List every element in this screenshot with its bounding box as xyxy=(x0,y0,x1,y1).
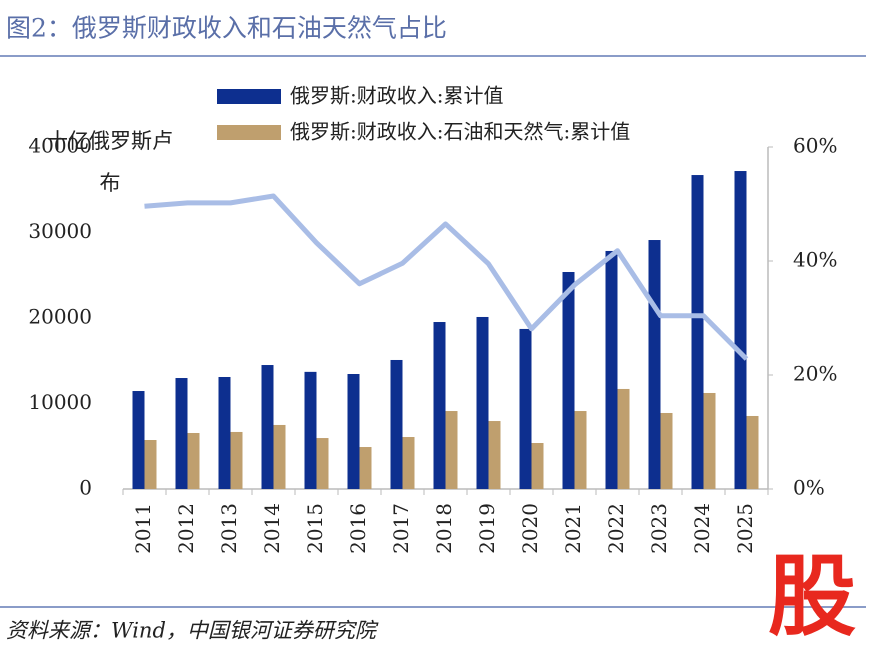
bar xyxy=(144,440,157,489)
x-tick-label: 2022 xyxy=(604,503,628,554)
line xyxy=(144,193,749,361)
y-tick-label: 20000 xyxy=(28,305,92,329)
bar xyxy=(316,438,329,489)
bar xyxy=(261,365,274,489)
bar xyxy=(304,371,317,489)
x-tick-label: 2025 xyxy=(733,503,757,554)
x-tick-label: 2013 xyxy=(217,503,241,554)
y-axis-label: 十亿俄罗斯卢布 xyxy=(47,129,173,195)
legend-swatch xyxy=(217,125,281,140)
bar xyxy=(605,250,618,489)
bar xyxy=(734,171,747,489)
y2-tick-label: 0% xyxy=(793,476,825,500)
source: 资料来源：Wind，中国银河证券研究院 xyxy=(6,619,379,643)
bar xyxy=(746,415,759,489)
x-tick-label: 2021 xyxy=(561,503,585,554)
bar xyxy=(218,376,231,489)
x-tick-label: 2020 xyxy=(518,503,542,554)
x-tick-label: 2019 xyxy=(475,503,499,554)
x-tick-label: 2018 xyxy=(432,503,456,554)
bar xyxy=(433,322,446,489)
legend-swatch xyxy=(217,89,281,104)
y2-tick-label: 40% xyxy=(793,248,837,272)
y-tick-label: 10000 xyxy=(28,390,92,414)
y2-tick-label: 60% xyxy=(793,134,837,158)
bar xyxy=(187,432,200,489)
x-tick-label: 2017 xyxy=(389,503,413,554)
x-tick-label: 2012 xyxy=(174,503,198,554)
title: 图2：俄罗斯财政收入和石油天然气占比 xyxy=(6,14,447,43)
bar xyxy=(175,378,188,489)
legend-label: 俄罗斯:财政收入:石油和天然气:累计值 xyxy=(290,120,630,144)
y-tick-label: 30000 xyxy=(28,219,92,243)
bar xyxy=(519,328,532,489)
bar xyxy=(562,272,575,489)
x-tick-label: 2015 xyxy=(303,503,327,554)
y-tick-label: 0 xyxy=(79,476,92,500)
bar xyxy=(359,447,372,489)
y2-tick-label: 20% xyxy=(793,362,837,386)
bar xyxy=(648,240,661,489)
x-tick-label: 2014 xyxy=(260,503,284,554)
bar xyxy=(574,411,587,489)
bar xyxy=(132,391,145,489)
bar xyxy=(488,421,501,489)
bar xyxy=(230,431,243,489)
logo: 股 xyxy=(768,545,856,648)
bar xyxy=(445,411,458,489)
x-tick-label: 2023 xyxy=(647,503,671,554)
bar xyxy=(691,175,704,489)
bar xyxy=(660,412,673,489)
x-tick-label: 2011 xyxy=(131,503,155,554)
bar xyxy=(402,437,415,489)
bar xyxy=(531,443,544,489)
bar xyxy=(617,388,630,489)
y-tick-label: 40000 xyxy=(28,134,92,158)
bar xyxy=(703,392,716,489)
bar xyxy=(273,424,286,489)
x-tick-label: 2016 xyxy=(346,503,370,554)
x-tick-label: 2024 xyxy=(690,503,714,554)
bar xyxy=(390,359,403,489)
bar xyxy=(476,316,489,489)
legend-label: 俄罗斯:财政收入:累计值 xyxy=(290,84,503,108)
bar xyxy=(347,374,360,489)
